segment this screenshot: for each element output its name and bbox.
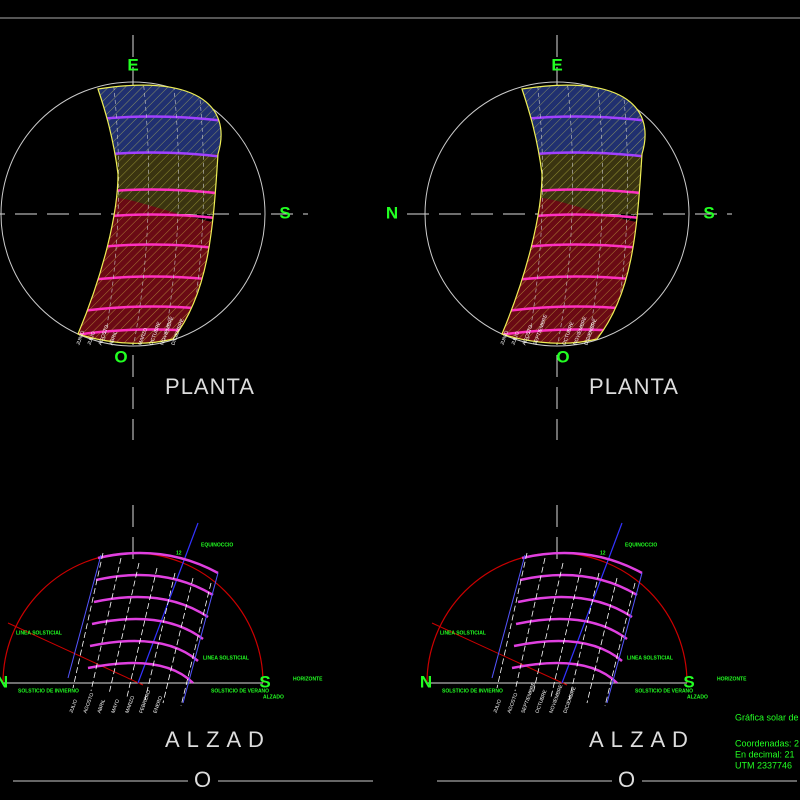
hour-arc bbox=[521, 551, 643, 575]
month-label: MARZO bbox=[124, 695, 136, 714]
month-line bbox=[72, 552, 104, 689]
summer-label: SOLSTICIO DE VERANO bbox=[635, 688, 693, 694]
solstice-label: LINEA SOLSTICIAL bbox=[16, 630, 62, 636]
elevation-title: A L Z A D bbox=[589, 727, 689, 752]
elevation-label: ALZADO bbox=[687, 694, 708, 700]
month-line bbox=[611, 85, 628, 344]
sky-circle bbox=[0, 81, 266, 347]
month-line bbox=[180, 582, 212, 707]
north-label: N bbox=[0, 672, 8, 691]
north-label: N bbox=[420, 672, 432, 691]
month-label: ENERO bbox=[152, 695, 164, 714]
section-mark: O bbox=[618, 767, 636, 792]
hour-arc bbox=[519, 573, 638, 597]
hour-arc bbox=[89, 639, 199, 662]
hour-arc bbox=[513, 639, 623, 662]
month-line bbox=[144, 572, 176, 701]
month-label: ABRIL bbox=[108, 330, 119, 346]
hour-label: 12 bbox=[176, 550, 182, 556]
month-line bbox=[550, 567, 582, 698]
month-line bbox=[187, 85, 204, 344]
month-line bbox=[162, 577, 194, 704]
east-label: E bbox=[127, 55, 138, 74]
month-line bbox=[568, 572, 600, 701]
solstice-label: LINEA SOLSTICIAL bbox=[627, 655, 673, 661]
equinox-label: EQUINOCCIO bbox=[201, 542, 233, 548]
solstice-label: LINEA SOLSTICIAL bbox=[440, 630, 486, 636]
solstice-line bbox=[7, 622, 144, 686]
hour-label: 12 bbox=[600, 550, 606, 556]
edge bbox=[67, 554, 102, 679]
month-label: JULIO bbox=[510, 331, 521, 346]
month-line bbox=[514, 557, 546, 692]
elevation-title: A L Z A D bbox=[165, 727, 265, 752]
info-text: Gráfica solar de bbox=[735, 712, 799, 722]
hour-arc bbox=[97, 551, 219, 575]
month-line bbox=[90, 557, 122, 692]
month-line bbox=[532, 562, 564, 695]
hour-arc bbox=[87, 661, 194, 684]
month-line bbox=[586, 577, 618, 704]
info-text: En decimal: 21 bbox=[735, 749, 795, 759]
hour-arc bbox=[95, 573, 214, 597]
south-label: S bbox=[683, 672, 694, 691]
solstice-label: LINEA SOLSTICIAL bbox=[203, 655, 249, 661]
hour-arc bbox=[517, 595, 633, 619]
edge bbox=[491, 554, 526, 679]
south-label: S bbox=[259, 672, 270, 691]
month-label: MARZO bbox=[137, 327, 149, 346]
winter-label: SOLSTICIO DE INVIERNO bbox=[442, 688, 503, 694]
month-label: MAYO bbox=[110, 698, 121, 714]
west-label: O bbox=[556, 347, 569, 366]
east-label: E bbox=[551, 55, 562, 74]
month-label: JULIO bbox=[68, 699, 79, 714]
outline bbox=[501, 84, 646, 344]
winter-label: SOLSTICIO DE INVIERNO bbox=[18, 688, 79, 694]
month-line bbox=[556, 85, 573, 344]
south-label: S bbox=[279, 203, 290, 222]
horizon-label: HORIZONTE bbox=[717, 676, 747, 682]
section-mark: O bbox=[194, 767, 212, 792]
month-line bbox=[162, 85, 179, 344]
month-label: ABRIL bbox=[96, 698, 107, 714]
month-line bbox=[132, 85, 149, 344]
sky-circle bbox=[424, 81, 690, 347]
horizon-label: HORIZONTE bbox=[293, 676, 323, 682]
month-label: JULIO bbox=[492, 699, 503, 714]
hour-arc bbox=[511, 661, 618, 684]
edge bbox=[606, 572, 643, 704]
month-label: JUNIO bbox=[75, 330, 86, 346]
outline bbox=[77, 84, 222, 344]
elevation-label: ALZADO bbox=[263, 694, 284, 700]
month-line bbox=[586, 85, 603, 344]
month-line bbox=[526, 85, 543, 344]
month-line bbox=[496, 552, 528, 689]
south-label: S bbox=[703, 203, 714, 222]
month-line bbox=[604, 582, 636, 707]
plan-title: PLANTA bbox=[589, 374, 679, 399]
month-line bbox=[108, 562, 140, 695]
plan-title: PLANTA bbox=[165, 374, 255, 399]
info-text: Coordenadas: 2 bbox=[735, 738, 799, 748]
equinox-label: EQUINOCCIO bbox=[625, 542, 657, 548]
edge bbox=[182, 572, 219, 704]
solstice-line bbox=[431, 622, 568, 686]
hour-arc bbox=[93, 595, 209, 619]
summer-label: SOLSTICIO DE VERANO bbox=[211, 688, 269, 694]
west-label: O bbox=[114, 347, 127, 366]
info-text: UTM 2337746 bbox=[735, 760, 792, 770]
month-line bbox=[102, 85, 119, 344]
month-line bbox=[126, 567, 158, 698]
north-label: N bbox=[386, 203, 398, 222]
month-label: JUNIO bbox=[499, 330, 510, 346]
month-label: JULIO bbox=[86, 331, 97, 346]
